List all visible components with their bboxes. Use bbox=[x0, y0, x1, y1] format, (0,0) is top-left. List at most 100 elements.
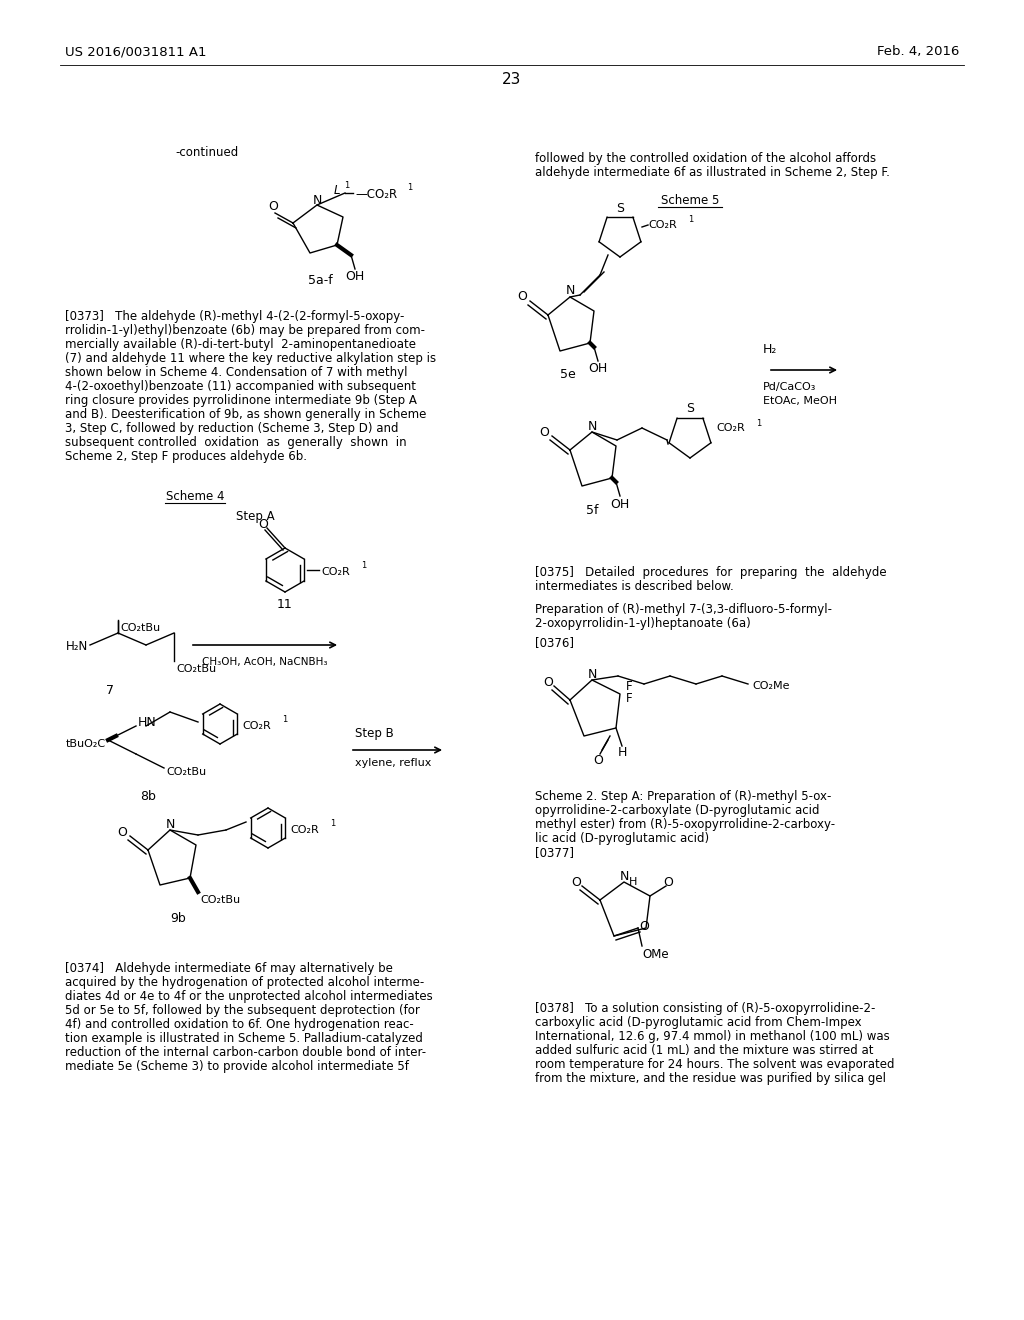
Text: CO₂tBu: CO₂tBu bbox=[200, 895, 240, 906]
Text: US 2016/0031811 A1: US 2016/0031811 A1 bbox=[65, 45, 207, 58]
Text: 9b: 9b bbox=[170, 912, 186, 924]
Text: ring closure provides pyrrolidinone intermediate 9b (Step A: ring closure provides pyrrolidinone inte… bbox=[65, 393, 417, 407]
Text: followed by the controlled oxidation of the alcohol affords: followed by the controlled oxidation of … bbox=[535, 152, 877, 165]
Text: L: L bbox=[334, 183, 340, 197]
Text: -continued: -continued bbox=[175, 145, 239, 158]
Text: lic acid (D-pyroglutamic acid): lic acid (D-pyroglutamic acid) bbox=[535, 832, 710, 845]
Text: OH: OH bbox=[345, 271, 365, 284]
Text: 3, Step C, followed by reduction (Scheme 3, Step D) and: 3, Step C, followed by reduction (Scheme… bbox=[65, 422, 398, 436]
Text: CO₂R: CO₂R bbox=[290, 825, 318, 836]
Text: N: N bbox=[165, 817, 175, 830]
Text: intermediates is described below.: intermediates is described below. bbox=[535, 579, 734, 593]
Text: 4f) and controlled oxidation to 6f. One hydrogenation reac-: 4f) and controlled oxidation to 6f. One … bbox=[65, 1018, 414, 1031]
Text: Scheme 2. Step A: Preparation of (R)-methyl 5-ox-: Scheme 2. Step A: Preparation of (R)-met… bbox=[535, 789, 831, 803]
Text: EtOAc, MeOH: EtOAc, MeOH bbox=[763, 396, 837, 407]
Text: CO₂R: CO₂R bbox=[716, 422, 744, 433]
Text: N: N bbox=[588, 668, 597, 681]
Text: tBuO₂C: tBuO₂C bbox=[66, 739, 106, 748]
Text: CO₂tBu: CO₂tBu bbox=[120, 623, 160, 634]
Text: 1: 1 bbox=[344, 181, 349, 190]
Text: 5d or 5e to 5f, followed by the subsequent deprotection (for: 5d or 5e to 5f, followed by the subseque… bbox=[65, 1005, 420, 1016]
Text: 1: 1 bbox=[688, 215, 693, 224]
Text: added sulfuric acid (1 mL) and the mixture was stirred at: added sulfuric acid (1 mL) and the mixtu… bbox=[535, 1044, 873, 1057]
Text: mediate 5e (Scheme 3) to provide alcohol intermediate 5f: mediate 5e (Scheme 3) to provide alcohol… bbox=[65, 1060, 409, 1073]
Text: O: O bbox=[664, 875, 673, 888]
Text: 1: 1 bbox=[330, 820, 335, 829]
Text: N: N bbox=[312, 194, 322, 207]
Text: reduction of the internal carbon-carbon double bond of inter-: reduction of the internal carbon-carbon … bbox=[65, 1045, 426, 1059]
Text: [0375]   Detailed  procedures  for  preparing  the  aldehyde: [0375] Detailed procedures for preparing… bbox=[535, 566, 887, 579]
Text: S: S bbox=[616, 202, 624, 214]
Text: CH₃OH, AcOH, NaCNBH₃: CH₃OH, AcOH, NaCNBH₃ bbox=[203, 657, 328, 667]
Text: Preparation of (R)-methyl 7-(3,3-difluoro-5-formyl-: Preparation of (R)-methyl 7-(3,3-difluor… bbox=[535, 603, 831, 616]
Text: [0376]: [0376] bbox=[535, 636, 574, 649]
Text: 5f: 5f bbox=[586, 503, 598, 516]
Text: F: F bbox=[626, 680, 633, 693]
Text: OMe: OMe bbox=[642, 948, 669, 961]
Text: 23: 23 bbox=[503, 73, 521, 87]
Text: 1: 1 bbox=[407, 183, 413, 193]
Text: O: O bbox=[117, 825, 127, 838]
Text: mercially available (R)-di-tert-butyl  2-aminopentanedioate: mercially available (R)-di-tert-butyl 2-… bbox=[65, 338, 416, 351]
Text: O: O bbox=[268, 201, 278, 214]
Text: [0373]   The aldehyde (R)-methyl 4-(2-(2-formyl-5-oxopy-: [0373] The aldehyde (R)-methyl 4-(2-(2-f… bbox=[65, 310, 404, 323]
Text: 11: 11 bbox=[278, 598, 293, 611]
Text: rrolidin-1-yl)ethyl)benzoate (6b) may be prepared from com-: rrolidin-1-yl)ethyl)benzoate (6b) may be… bbox=[65, 323, 425, 337]
Text: 5e: 5e bbox=[560, 368, 575, 381]
Text: [0377]: [0377] bbox=[535, 846, 574, 859]
Text: Step B: Step B bbox=[355, 727, 394, 741]
Text: H₂N: H₂N bbox=[66, 640, 88, 653]
Text: N: N bbox=[620, 870, 629, 883]
Text: 5a-f: 5a-f bbox=[307, 273, 333, 286]
Text: and B). Deesterification of 9b, as shown generally in Scheme: and B). Deesterification of 9b, as shown… bbox=[65, 408, 426, 421]
Text: (7) and aldehyde 11 where the key reductive alkylation step is: (7) and aldehyde 11 where the key reduct… bbox=[65, 352, 436, 366]
Text: [0378]   To a solution consisting of (R)-5-oxopyrrolidine-2-: [0378] To a solution consisting of (R)-5… bbox=[535, 1002, 876, 1015]
Text: CO₂Me: CO₂Me bbox=[752, 681, 790, 690]
Text: H: H bbox=[629, 876, 637, 887]
Text: subsequent controlled  oxidation  as  generally  shown  in: subsequent controlled oxidation as gener… bbox=[65, 436, 407, 449]
Text: O: O bbox=[543, 676, 553, 689]
Text: CO₂R: CO₂R bbox=[648, 220, 677, 230]
Text: O: O bbox=[571, 875, 581, 888]
Text: room temperature for 24 hours. The solvent was evaporated: room temperature for 24 hours. The solve… bbox=[535, 1059, 895, 1071]
Text: 7: 7 bbox=[106, 684, 114, 697]
Text: opyrrolidine-2-carboxylate (D-pyroglutamic acid: opyrrolidine-2-carboxylate (D-pyroglutam… bbox=[535, 804, 819, 817]
Text: OH: OH bbox=[589, 363, 607, 375]
Text: 1: 1 bbox=[282, 715, 288, 725]
Text: H₂: H₂ bbox=[763, 343, 777, 356]
Text: xylene, reflux: xylene, reflux bbox=[355, 758, 431, 768]
Text: O: O bbox=[258, 517, 268, 531]
Text: CO₂R: CO₂R bbox=[242, 721, 270, 731]
Text: Scheme 5: Scheme 5 bbox=[660, 194, 719, 207]
Text: from the mixture, and the residue was purified by silica gel: from the mixture, and the residue was pu… bbox=[535, 1072, 886, 1085]
Text: N: N bbox=[588, 420, 597, 433]
Text: CO₂R: CO₂R bbox=[321, 568, 350, 577]
Text: carboxylic acid (D-pyroglutamic acid from Chem-Impex: carboxylic acid (D-pyroglutamic acid fro… bbox=[535, 1016, 861, 1030]
Text: 4-(2-oxoethyl)benzoate (11) accompanied with subsequent: 4-(2-oxoethyl)benzoate (11) accompanied … bbox=[65, 380, 416, 393]
Text: O: O bbox=[639, 920, 649, 932]
Text: CO₂tBu: CO₂tBu bbox=[166, 767, 206, 777]
Text: aldehyde intermediate 6f as illustrated in Scheme 2, Step F.: aldehyde intermediate 6f as illustrated … bbox=[535, 166, 890, 180]
Text: OH: OH bbox=[610, 498, 630, 511]
Text: O: O bbox=[539, 425, 549, 438]
Text: S: S bbox=[686, 403, 694, 416]
Text: diates 4d or 4e to 4f or the unprotected alcohol intermediates: diates 4d or 4e to 4f or the unprotected… bbox=[65, 990, 433, 1003]
Text: Step A: Step A bbox=[236, 510, 274, 523]
Text: Pd/CaCO₃: Pd/CaCO₃ bbox=[763, 381, 816, 392]
Text: HN: HN bbox=[138, 715, 157, 729]
Text: 8b: 8b bbox=[140, 789, 156, 803]
Text: 1: 1 bbox=[361, 561, 367, 570]
Text: CO₂tBu: CO₂tBu bbox=[176, 664, 216, 675]
Text: tion example is illustrated in Scheme 5. Palladium-catalyzed: tion example is illustrated in Scheme 5.… bbox=[65, 1032, 423, 1045]
Text: Feb. 4, 2016: Feb. 4, 2016 bbox=[877, 45, 959, 58]
Text: H: H bbox=[617, 746, 627, 759]
Text: International, 12.6 g, 97.4 mmol) in methanol (100 mL) was: International, 12.6 g, 97.4 mmol) in met… bbox=[535, 1030, 890, 1043]
Text: Scheme 4: Scheme 4 bbox=[166, 490, 224, 503]
Text: —CO₂R: —CO₂R bbox=[355, 187, 397, 201]
Text: acquired by the hydrogenation of protected alcohol interme-: acquired by the hydrogenation of protect… bbox=[65, 975, 424, 989]
Text: N: N bbox=[565, 285, 574, 297]
Text: 2-oxopyrrolidin-1-yl)heptanoate (6a): 2-oxopyrrolidin-1-yl)heptanoate (6a) bbox=[535, 616, 751, 630]
Text: Scheme 2, Step F produces aldehyde 6b.: Scheme 2, Step F produces aldehyde 6b. bbox=[65, 450, 307, 463]
Text: [0374]   Aldehyde intermediate 6f may alternatively be: [0374] Aldehyde intermediate 6f may alte… bbox=[65, 962, 393, 975]
Text: 1: 1 bbox=[756, 418, 761, 428]
